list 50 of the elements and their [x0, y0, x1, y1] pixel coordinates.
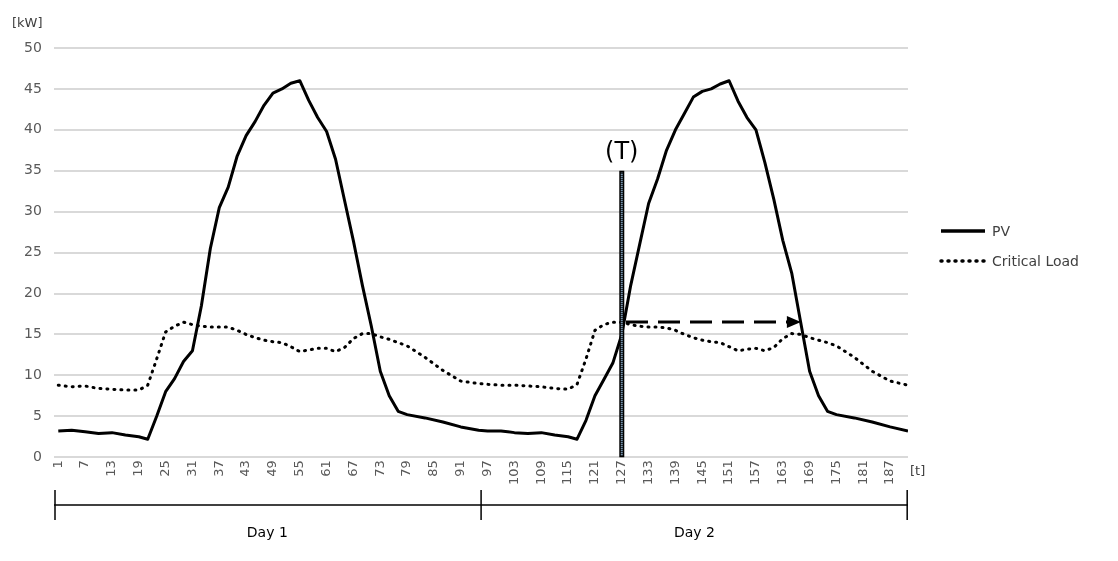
y-tick-label: 10	[23, 365, 42, 382]
x-tick-label: 91	[452, 460, 468, 477]
y-tick-label: 50	[23, 38, 42, 55]
x-tick-label: 145	[693, 460, 709, 486]
x-tick-label: 73	[371, 460, 387, 477]
y-tick-label: 25	[23, 243, 42, 260]
x-tick-label: 37	[210, 460, 226, 477]
y-tick-label: 30	[23, 202, 42, 219]
x-tick-label: 13	[103, 460, 119, 477]
x-tick-label: 175	[827, 460, 843, 486]
x-tick-label: 67	[344, 460, 360, 477]
x-tick-label: 25	[156, 460, 172, 477]
x-tick-label: 133	[639, 460, 655, 486]
legend-label: PV	[992, 222, 1011, 239]
x-tick-label: 109	[532, 460, 548, 486]
y-tick-label: 35	[23, 161, 42, 178]
text: Day 1	[245, 524, 289, 540]
text: Day 2	[672, 524, 716, 540]
y-tick-label: 0	[32, 447, 42, 464]
x-tick-label: 43	[237, 460, 253, 477]
x-tick-label: 127	[613, 460, 629, 486]
x-tick-label: 115	[559, 460, 575, 486]
x-tick-label: 61	[317, 460, 333, 477]
y-tick-label: 40	[23, 120, 42, 137]
x-tick-label: 169	[800, 460, 816, 486]
x-tick-label: 31	[183, 460, 199, 477]
ref-line-label: (T)	[605, 136, 639, 165]
y-tick-label: 5	[32, 406, 42, 423]
x-tick-label: 79	[398, 460, 414, 477]
x-tick-label: 19	[130, 460, 146, 477]
legend-label: Critical Load	[992, 252, 1080, 269]
y-tick-label: 15	[23, 325, 42, 342]
y-tick-label: 20	[23, 284, 42, 301]
x-tick-label: 7	[76, 460, 92, 469]
x-tick-label: 157	[747, 460, 763, 486]
y-axis-title: [kW]	[12, 14, 43, 30]
x-tick-label: 163	[774, 460, 790, 486]
x-tick-label: 49	[264, 460, 280, 477]
x-tick-label: 181	[854, 460, 870, 486]
x-tick-label: 121	[586, 460, 602, 486]
x-tick-label: 55	[291, 460, 307, 477]
x-tick-label: 85	[425, 460, 441, 477]
x-tick-label: 187	[881, 460, 897, 486]
x-tick-label: 103	[505, 460, 521, 486]
x-tick-label: 1	[49, 460, 65, 469]
x-tick-label: 151	[720, 460, 736, 486]
x-axis-title: [t]	[910, 463, 926, 479]
x-tick-label: 97	[478, 460, 494, 477]
x-tick-label: 139	[666, 460, 682, 486]
y-tick-label: 45	[23, 79, 42, 96]
